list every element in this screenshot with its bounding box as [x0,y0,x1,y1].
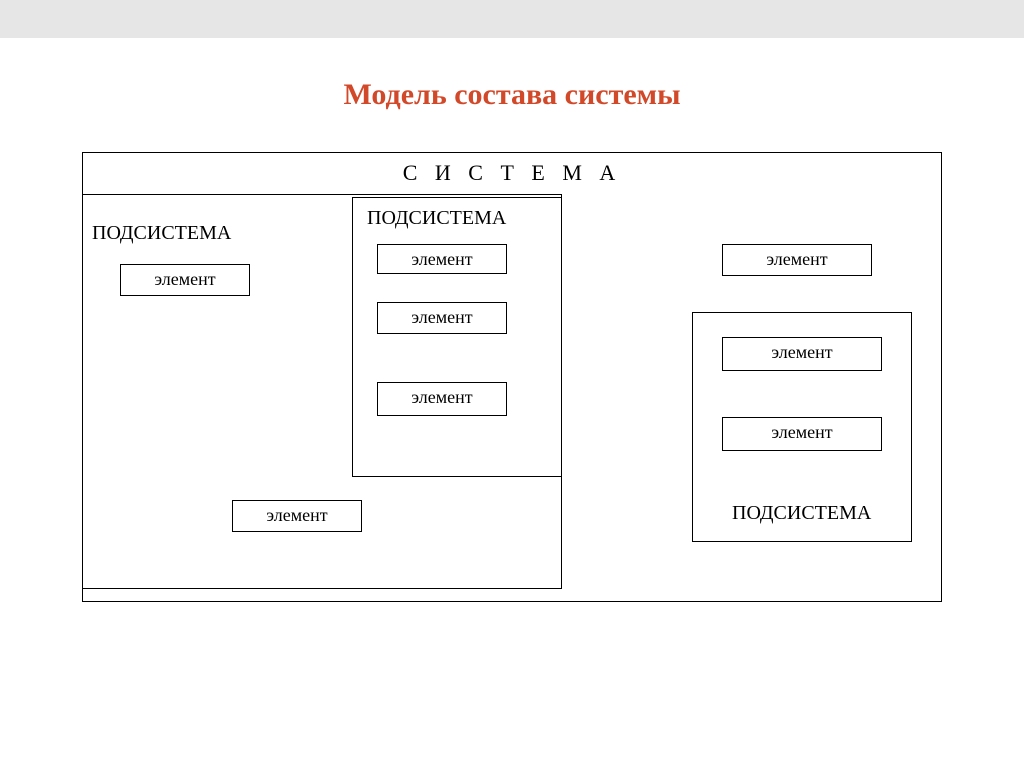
element-box: элемент [722,337,882,371]
subsystem3-label: ПОДСИСТЕМА [732,502,871,525]
element-box: элемент [120,264,250,296]
top-bar [0,0,1024,38]
subsystem1-label: ПОДСИСТЕМА [92,222,231,245]
system-label: С И С Т Е М А [82,160,942,186]
element-box: элемент [377,244,507,274]
element-box: элемент [722,417,882,451]
element-box: элемент [377,302,507,334]
element-box: элемент [722,244,872,276]
subsystem2-label: ПОДСИСТЕМА [367,207,506,230]
element-box: элемент [377,382,507,416]
element-box: элемент [232,500,362,532]
subsystem2-box [352,197,562,477]
diagram-canvas: С И С Т Е М А ПОДСИСТЕМА элемент ПОДСИСТ… [82,152,942,612]
page-title: Модель состава системы [0,78,1024,112]
